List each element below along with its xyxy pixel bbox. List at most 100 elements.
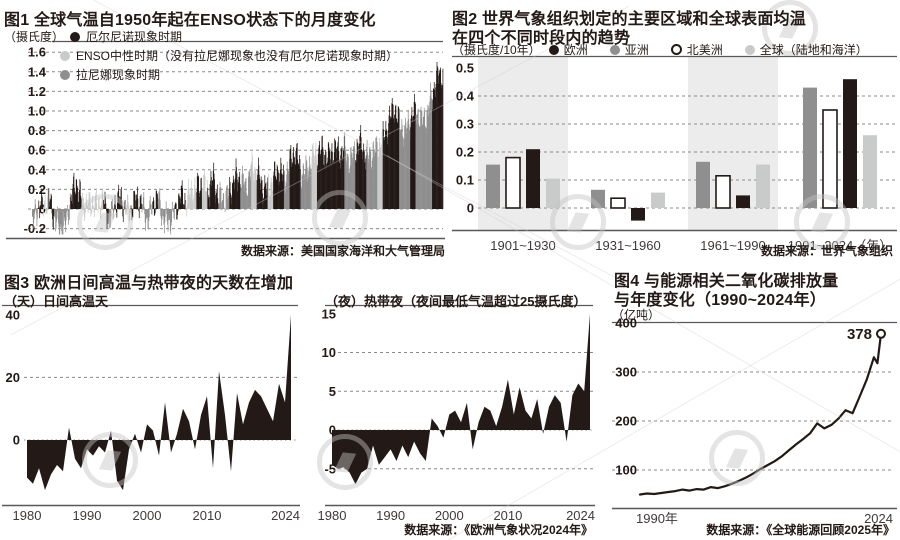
fig2-ytick-label: 0.3	[456, 117, 474, 132]
fig2-bar-series-1	[505, 109, 838, 209]
fig1-legend-row-neutral: ENSO中性时期（没有拉尼娜现象也没有厄尔尼诺现象时期）	[60, 47, 398, 64]
fig2-xtick-label: 1931~1960	[595, 238, 660, 253]
fig2-legend-label-europe: 欧洲	[563, 43, 588, 57]
fig1-title: 图1 全球气温自1950年起在ENSO状态下的月度变化	[4, 12, 376, 29]
fig3-area-series	[27, 314, 291, 491]
fig1-source: 数据来源：美国国家海洋和大气管理局	[240, 244, 445, 258]
fig2-ytick-label: 0.1	[456, 173, 474, 188]
fig2-legend-item-asia: 亚洲	[609, 41, 649, 58]
fig1-ytick-label: 0.8	[28, 123, 46, 138]
fig2-bar	[631, 208, 645, 221]
fig2-legend-item-europe: 欧洲	[548, 41, 588, 58]
fig2-bar	[822, 109, 838, 209]
fig3-xtick-label: 1980	[13, 508, 42, 523]
fig3-ytick-label: -5	[324, 461, 336, 476]
fig3-xtick-label: 2024	[271, 508, 300, 523]
fig2-bar	[803, 87, 817, 208]
fig2-bar	[546, 178, 560, 208]
fig2-bar	[651, 192, 665, 208]
fig4-ytick-label: 100	[615, 463, 637, 478]
fig3-xtick-label: 1990	[376, 508, 405, 523]
fig3-ytick-label: 20	[6, 370, 20, 385]
fig3-title: 图3 欧洲日间高温与热带夜的天数在增加	[4, 275, 294, 292]
fig3-xtick-label: 1990	[73, 508, 102, 523]
fig3-ytick-label: 40	[6, 307, 20, 322]
fig2-bar	[486, 164, 500, 208]
fig1-ytick-label: 1.6	[28, 45, 46, 60]
fig3-ytick-label: 0	[13, 433, 20, 448]
fig1-legend-label-neutral: ENSO中性时期（没有拉尼娜现象也没有厄尔尼诺现象时期）	[76, 49, 399, 63]
fig3-source: 数据来源：《欧洲气象状况2024年》	[404, 523, 593, 537]
fig2-bar	[736, 195, 750, 208]
fig2-ytick-label: 0.4	[456, 89, 475, 104]
fig4-title-line2: 与年度变化（1990~2024年）	[614, 292, 826, 309]
fig2-source: 数据来源：世界气象组织	[760, 244, 893, 258]
fig2-bar	[526, 149, 540, 208]
fig2-bar-series-3	[546, 135, 877, 208]
fig2-legend-label-north-america: 北美洲	[686, 43, 723, 57]
enso-neutral-legend-dot-icon	[60, 50, 70, 61]
lanina-legend-dot-icon	[60, 69, 70, 80]
europe-legend-dot-icon	[548, 44, 559, 55]
fig4-xtick-label: 2024	[864, 511, 893, 526]
fig1-ytick-label: 1.2	[28, 84, 46, 99]
fig4-ytick-label: 400	[615, 316, 637, 331]
fig2-ytick-label: 0.2	[456, 145, 474, 160]
fig2-bar	[756, 164, 770, 208]
fig2-legend-item-north-america: 北美洲	[670, 41, 723, 58]
fig1-ytick-label: 1.0	[28, 104, 46, 119]
fig2-bar	[696, 161, 710, 208]
fig3-right-sublabel: （夜）热带夜（夜间最低气温超过25摄氏度）	[325, 294, 587, 309]
fig2-bar	[610, 197, 626, 209]
fig3-xtick-label: 2000	[133, 508, 162, 523]
north-america-legend-circle-icon	[670, 44, 682, 55]
fig3-ytick-label: 15	[322, 306, 336, 321]
fig2-bar	[715, 175, 731, 209]
fig3-left-sublabel: （天）日间高温天	[4, 294, 109, 309]
fig4-ytick-label: 200	[615, 414, 637, 429]
asia-legend-dot-icon	[609, 44, 620, 55]
fig4-end-marker	[876, 328, 886, 339]
global-legend-dot-icon	[744, 44, 755, 55]
fig2-legend-label-global: 全球（陆地和海洋）	[759, 43, 868, 57]
fig1-bars-series	[32, 62, 444, 235]
fig3-xtick-label: 2024	[566, 508, 595, 523]
fig1-ytick-label: 0.2	[28, 182, 46, 197]
fig1-ytick-label: 0.6	[28, 143, 46, 158]
fig1-legend-row-lanina: 拉尼娜现象时期	[60, 66, 160, 83]
fig2-bar-series-0	[486, 87, 817, 208]
fig2-bar	[505, 156, 521, 209]
fig2-xtick-label: 1961~1990	[700, 238, 765, 253]
fig1-ytick-label: -0.2	[24, 221, 46, 236]
fig3-xtick-label: 2000	[435, 508, 464, 523]
fig1-legend-label-elnino: 厄尔尼诺现象时期	[86, 30, 183, 44]
fig4-source: 数据来源：《全球能源回顾2025年》	[706, 523, 895, 537]
fig4-title-line1: 图4 与能源相关二氧化碳排放量	[614, 273, 839, 290]
fig2-xtick-label: 1901~1930	[490, 238, 555, 253]
fig2-ytick-label: 0.5	[456, 61, 474, 76]
fig4-end-value-label: 378	[847, 326, 872, 343]
fig1-legend-label-lanina: 拉尼娜现象时期	[76, 68, 161, 82]
elnino-legend-dot-icon	[70, 31, 81, 42]
fig3-xtick-label: 1980	[318, 508, 347, 523]
fig1-legend-row-elnino: （摄氏度） 厄尔尼诺现象时期	[4, 28, 182, 45]
fig2-bar	[863, 135, 877, 208]
fig3-xtick-label: 2010	[493, 508, 522, 523]
fig3-area-series	[332, 313, 590, 485]
fig2-legend-row: （摄氏度/10年） 欧洲 亚洲 北美洲 全球（陆地和海洋）	[452, 41, 868, 58]
fig1-ytick-label: 0.4	[28, 162, 47, 177]
fig2-bar-series-2	[526, 79, 857, 221]
fig2-legend-label-asia: 亚洲	[624, 43, 649, 57]
fig1-unit-label: （摄氏度）	[4, 30, 65, 44]
fig2-bar	[843, 79, 857, 208]
fig2-bar	[591, 189, 605, 208]
fig2-title-line2: 在四个不同时段内的趋势	[452, 30, 631, 47]
fig4-ytick-label: 300	[615, 365, 637, 380]
fig3-ytick-label: 5	[329, 384, 336, 399]
fig2-legend-item-global: 全球（陆地和海洋）	[744, 41, 868, 58]
fig4-xtick-label: 1990年	[636, 511, 678, 526]
fig3-xtick-label: 2010	[193, 508, 222, 523]
fig4-line-series	[638, 332, 883, 496]
